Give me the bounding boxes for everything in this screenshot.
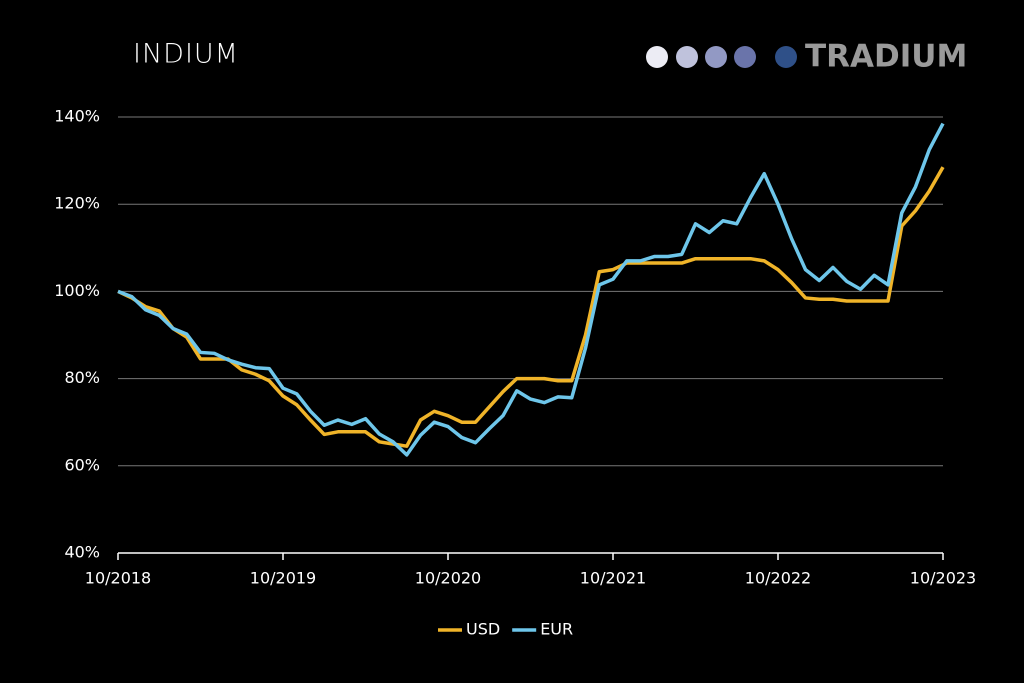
x-tick-label: 10/2019 [250, 569, 316, 588]
y-tick-label: 140% [54, 107, 100, 126]
legend-label: USD [466, 620, 500, 639]
y-tick-label: 40% [64, 543, 100, 562]
logo-dot [676, 46, 698, 68]
chart-title: INDIUM [133, 39, 239, 70]
x-tick-label: 10/2018 [85, 569, 151, 588]
logo-dot [646, 46, 668, 68]
line [117, 122, 945, 457]
line [117, 166, 945, 448]
logo-dot [775, 46, 797, 68]
x-tick-label: 10/2021 [580, 569, 646, 588]
x-tick-label: 10/2020 [415, 569, 481, 588]
x-tick-label: 10/2023 [910, 569, 976, 588]
y-tick-label: 100% [54, 281, 100, 300]
logo-dot [705, 46, 727, 68]
logo-text: TRADIUM [805, 39, 967, 75]
y-tick-label: 120% [54, 194, 100, 213]
logo-dot [734, 46, 756, 68]
x-tick-label: 10/2022 [745, 569, 811, 588]
y-tick-label: 60% [64, 455, 100, 474]
logo: TRADIUM [646, 39, 967, 75]
legend-label: EUR [540, 620, 573, 639]
y-tick-label: 80% [64, 368, 100, 387]
